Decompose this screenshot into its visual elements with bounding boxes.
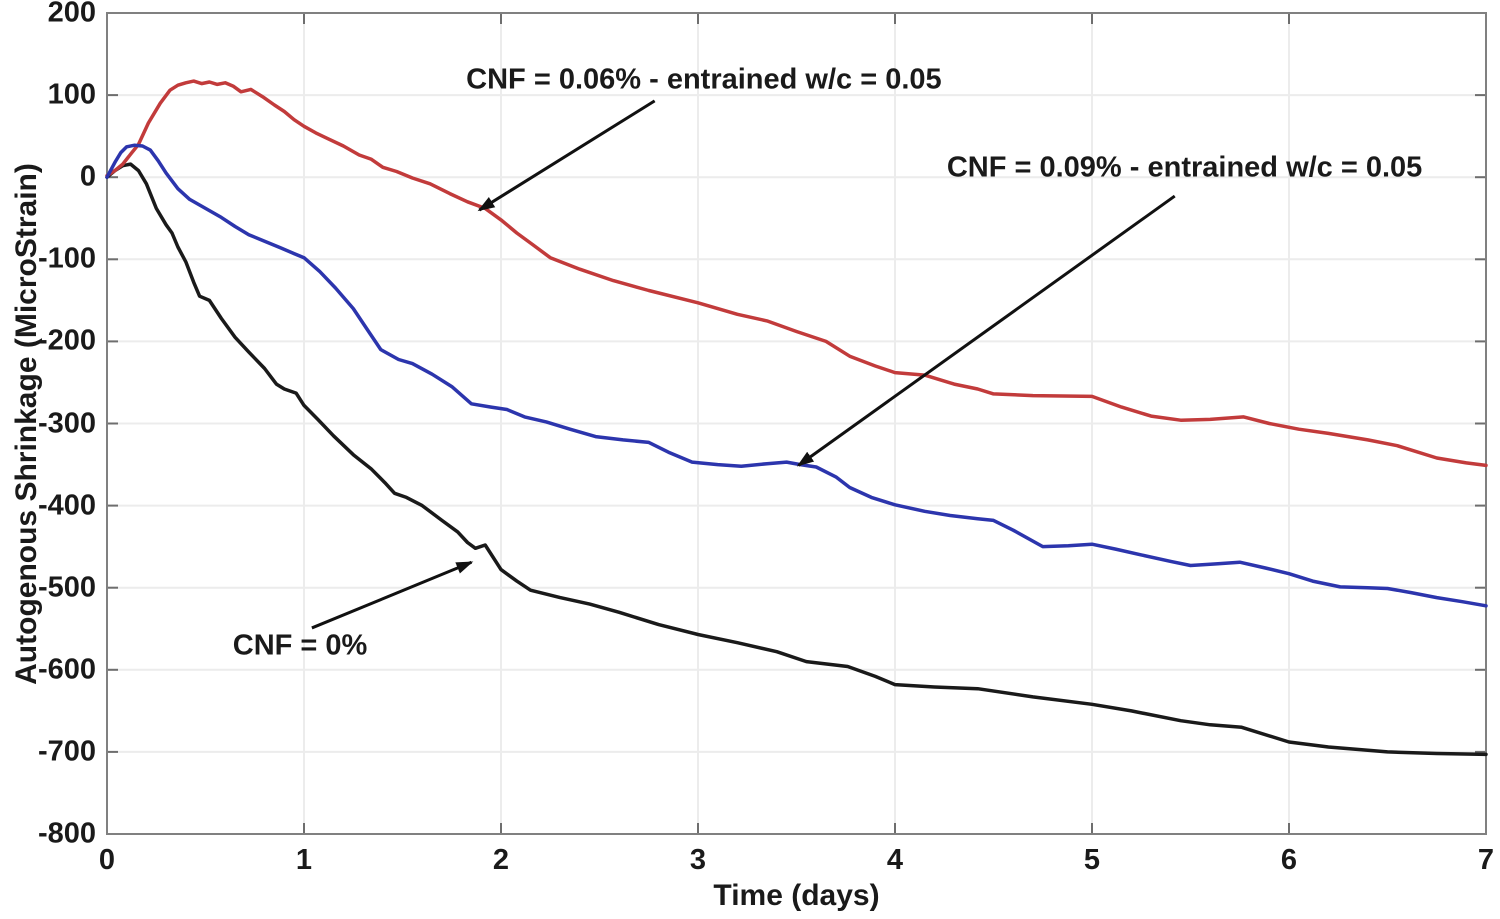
x-tick-label: 5 (1083, 844, 1101, 876)
x-axis-label: Time (days) (713, 879, 880, 912)
x-tick-label: 1 (295, 844, 313, 876)
annotation-cnf-0-label: CNF = 0% (232, 629, 368, 662)
y-tick-label: 100 (47, 78, 96, 111)
y-tick-label: -800 (37, 817, 96, 850)
y-tick-label: -400 (37, 489, 96, 522)
series-line-2 (105, 143, 1488, 608)
x-tick-label: 2 (492, 844, 510, 876)
axes-box (106, 12, 1487, 835)
y-tick-label: -100 (37, 242, 96, 275)
annotation-cnf-006-label: CNF = 0.06% - entrained w/c = 0.05 (466, 63, 942, 96)
series-line-1 (105, 79, 1488, 468)
x-tick-label: 7 (1477, 844, 1495, 876)
x-tick-label: 4 (886, 844, 904, 876)
y-tick-label: 200 (47, 0, 96, 29)
y-tick-label: 0 (79, 160, 96, 193)
y-tick-label: -700 (37, 735, 96, 768)
y-tick-label: -300 (37, 407, 96, 439)
annotation-arrow-1 (796, 194, 1176, 467)
x-tick-label: 3 (689, 844, 707, 876)
series-line-0 (105, 162, 1488, 757)
annotation-arrow-0 (477, 99, 656, 212)
y-tick-label: -600 (37, 653, 96, 686)
annotation-cnf-009-label: CNF = 0.09% - entrained w/c = 0.05 (946, 151, 1423, 184)
x-tick-label: 0 (98, 844, 116, 876)
y-tick-label: -500 (37, 571, 96, 604)
annotation-arrow-2 (311, 560, 474, 630)
x-tick-label: 6 (1280, 844, 1298, 876)
y-tick-label: -200 (37, 324, 96, 357)
